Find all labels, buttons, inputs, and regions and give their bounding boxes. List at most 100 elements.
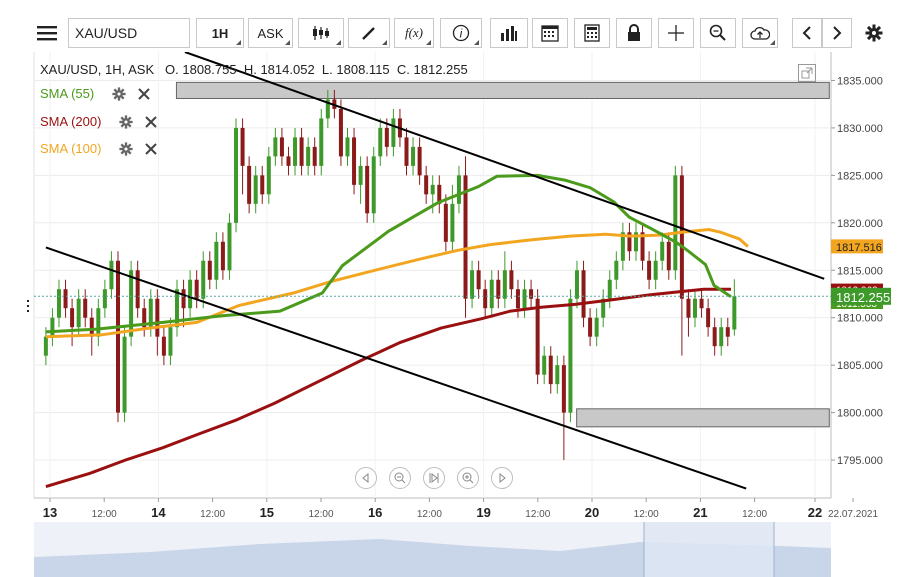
candle-body (384, 127, 389, 147)
x-tick-label: 22.07.2021 (828, 509, 878, 520)
candle-body (207, 260, 212, 280)
x-tick-label: 12:00 (308, 509, 333, 520)
candle-body (365, 165, 370, 214)
zoom-in-button[interactable] (457, 467, 479, 489)
ohlc-legend: XAU/USD, 1H, ASK O. 1808.755 H. 1814.052… (40, 62, 468, 77)
indicator-sma200-label: SMA (200) (40, 114, 102, 129)
zoom-button[interactable] (700, 18, 736, 48)
reset-view-button[interactable] (423, 467, 445, 489)
candle-body (653, 260, 658, 280)
candle-body (293, 137, 298, 166)
calculator-button[interactable] (574, 18, 610, 48)
settings-button[interactable] (858, 18, 890, 48)
cloud-button[interactable] (742, 18, 778, 48)
indicator-sma55: SMA (55) (40, 86, 150, 101)
candle-body (450, 203, 455, 242)
x-axis: 13 12:00 14 12:00 15 12:00 16 12:00 19 12:00 20 12:… (43, 498, 878, 520)
chart-type-button[interactable] (298, 18, 344, 48)
candle-body (299, 137, 304, 166)
candle-body (214, 241, 219, 280)
support-resistance-zone (175, 81, 830, 99)
candle-body (660, 241, 665, 261)
pan-right-button[interactable] (491, 467, 513, 489)
price-chart[interactable]: 1835.000 1830.000 1825.000 1820.000 1815.000… (0, 52, 901, 577)
pan-left-button[interactable] (355, 467, 377, 489)
info-button[interactable]: i (440, 18, 482, 48)
candle-body (417, 146, 422, 176)
y-tick-label: 1820.000 (837, 218, 883, 230)
sma100-price-tag: 1817.516 (831, 239, 883, 254)
lock-icon (628, 24, 640, 41)
x-tick-label: 12:00 (742, 509, 767, 520)
sma100-price-label: 1817.516 (836, 242, 882, 254)
candle-body (693, 298, 698, 318)
low-label: L. (321, 62, 333, 77)
expand-icon[interactable] (798, 64, 816, 82)
candle-body (63, 289, 68, 309)
candle-body (496, 279, 501, 299)
candle-body (175, 289, 180, 328)
candle-body (201, 260, 206, 299)
candle-body (253, 175, 258, 204)
y-tick-label: 1815.000 (837, 265, 883, 277)
chevron-right-icon (833, 26, 842, 40)
cloud-upload-icon (750, 26, 770, 40)
candle-body (115, 260, 120, 413)
calendar-button[interactable] (532, 18, 568, 48)
candle-body (489, 279, 494, 309)
drawing-button[interactable] (348, 18, 390, 48)
timeframe-button[interactable]: 1H (196, 18, 244, 48)
candle-body (234, 127, 239, 223)
function-button[interactable]: f(x) (394, 18, 434, 48)
candle-body (312, 146, 317, 166)
candle-body (614, 260, 619, 280)
gear-icon[interactable] (112, 86, 126, 101)
calculator-icon (584, 24, 600, 42)
zoom-icon (709, 24, 726, 41)
close-icon[interactable] (138, 87, 150, 100)
scroll-left-button[interactable] (792, 18, 822, 48)
candle-body (194, 279, 199, 299)
close-icon[interactable] (145, 142, 158, 155)
symbol-input[interactable] (68, 18, 190, 48)
candle-body (266, 156, 271, 195)
candle-body (561, 365, 566, 413)
candle-body (443, 203, 448, 242)
crosshair-button[interactable] (658, 18, 694, 48)
navigator-panel[interactable] (34, 522, 831, 577)
candle-body (627, 232, 632, 252)
lock-button[interactable] (616, 18, 652, 48)
gear-icon[interactable] (119, 114, 134, 129)
x-tick-label: 13 (43, 505, 57, 520)
y-axis: 1835.000 1830.000 1825.000 1820.000 1815.000… (831, 75, 883, 467)
zoom-out-icon (394, 472, 406, 484)
candle-body (633, 232, 638, 252)
candle-body (220, 241, 225, 271)
candle-body (581, 270, 586, 318)
y-tick-label: 1830.000 (837, 123, 883, 135)
candle-body (306, 146, 311, 166)
price-side-button[interactable]: ASK (248, 18, 293, 48)
candle-body (620, 232, 625, 261)
info-icon: i (452, 24, 470, 42)
zoom-out-button[interactable] (389, 467, 411, 489)
menu-button[interactable] (32, 18, 62, 48)
current-price-label: 1812.255 (836, 290, 890, 305)
candle-body (135, 270, 140, 309)
candle-body (83, 298, 88, 318)
y-tick-label: 1805.000 (837, 360, 883, 372)
gear-icon[interactable] (119, 141, 134, 156)
x-tick-label: 22 (808, 505, 822, 520)
crosshair-icon (668, 25, 684, 41)
x-tick-label: 12:00 (634, 509, 659, 520)
candle-body (102, 289, 107, 309)
candle-body (168, 327, 173, 356)
candle-body (509, 270, 514, 290)
close-icon[interactable] (145, 115, 158, 128)
x-tick-label: 19 (476, 505, 490, 520)
indicators-button[interactable] (490, 18, 528, 48)
trendline (45, 246, 747, 490)
panel-resize-handle[interactable] (27, 300, 29, 312)
x-tick-label: 12:00 (92, 509, 117, 520)
scroll-right-button[interactable] (822, 18, 852, 48)
